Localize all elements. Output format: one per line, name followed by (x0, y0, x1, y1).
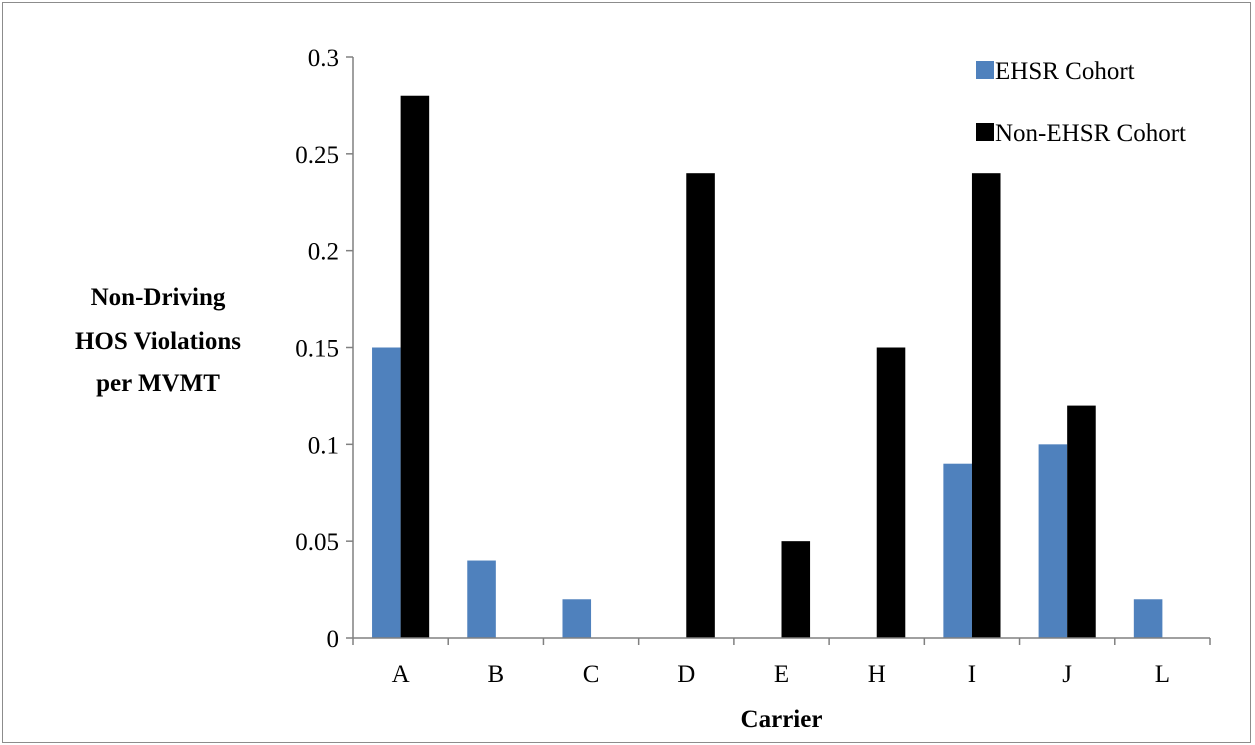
y-tick-label: 0.3 (308, 45, 339, 72)
y-tick-label: 0.2 (308, 239, 339, 266)
bar-ehsr-b (467, 560, 496, 638)
bar-non-ehsr-d (686, 173, 715, 638)
legend-label-ehsr: EHSR Cohort (995, 58, 1135, 85)
bar-ehsr-i (943, 463, 972, 638)
bar-ehsr-c (562, 599, 592, 638)
bar-non-ehsr-h (876, 347, 906, 638)
y-axis-title-line-2: HOS Violations (75, 328, 241, 355)
y-tick-label: 0.1 (308, 432, 339, 459)
y-tick-label: 0.15 (295, 336, 339, 363)
x-tick-label: A (392, 661, 410, 688)
legend-label-non-ehsr: Non-EHSR Cohort (995, 120, 1186, 147)
y-tick-label: 0.05 (295, 529, 339, 556)
x-tick-label: B (487, 661, 504, 688)
bar-non-ehsr-j (1067, 405, 1096, 638)
x-tick-label: I (968, 661, 976, 688)
x-tick-label: J (1062, 661, 1072, 688)
bar-non-ehsr-a (400, 95, 430, 638)
legend-swatch-non-ehsr (976, 123, 994, 141)
x-tick-label: D (677, 661, 695, 688)
y-axis-ticks: 0 0.05 0.1 0.15 0.2 0.25 0.3 (295, 45, 353, 653)
bars-layer (372, 95, 1163, 638)
x-tick-label: C (583, 661, 600, 688)
y-tick-label: 0 (327, 626, 340, 653)
legend: EHSR Cohort Non-EHSR Cohort (976, 58, 1186, 147)
x-tick-label: E (774, 661, 789, 688)
y-tick-label: 0.25 (295, 142, 339, 169)
x-axis-title: Carrier (741, 706, 823, 733)
y-axis-title-line-1: Non-Driving (91, 284, 226, 311)
bar-non-ehsr-i (971, 173, 1001, 638)
x-tick-label: H (868, 661, 886, 688)
y-axis-title: Non-Driving HOS Violations per MVMT (75, 284, 241, 397)
bar-ehsr-a (372, 347, 401, 638)
bar-ehsr-l (1133, 599, 1163, 638)
bar-ehsr-j (1038, 444, 1068, 638)
y-axis-title-line-3: per MVMT (96, 370, 220, 397)
x-tick-label: L (1155, 661, 1170, 688)
bar-non-ehsr-e (781, 541, 811, 638)
legend-swatch-ehsr (976, 61, 994, 79)
